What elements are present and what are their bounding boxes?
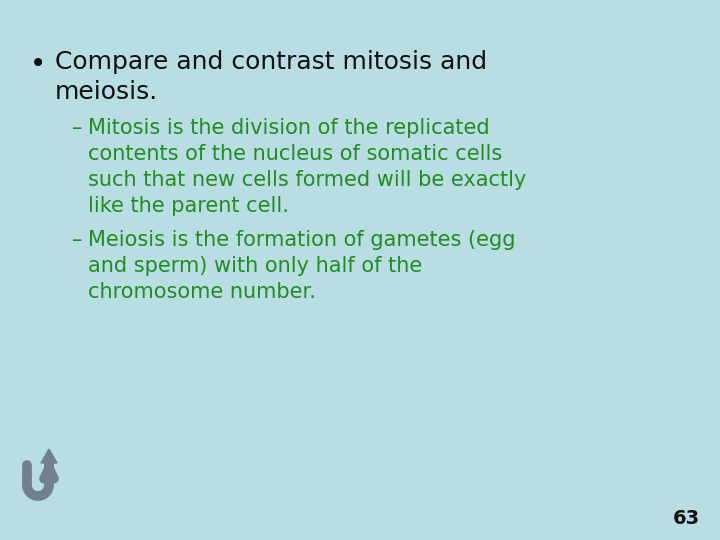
Text: –: – bbox=[72, 230, 82, 250]
Text: and sperm) with only half of the: and sperm) with only half of the bbox=[88, 256, 422, 276]
Text: chromosome number.: chromosome number. bbox=[88, 282, 316, 302]
Text: –: – bbox=[72, 118, 82, 138]
Text: Meiosis is the formation of gametes (egg: Meiosis is the formation of gametes (egg bbox=[88, 230, 516, 250]
Polygon shape bbox=[41, 449, 57, 463]
Text: like the parent cell.: like the parent cell. bbox=[88, 196, 289, 216]
Text: meiosis.: meiosis. bbox=[55, 80, 158, 104]
Text: contents of the nucleus of somatic cells: contents of the nucleus of somatic cells bbox=[88, 144, 503, 164]
Text: Compare and contrast mitosis and: Compare and contrast mitosis and bbox=[55, 50, 487, 74]
Text: •: • bbox=[30, 50, 46, 78]
Text: Mitosis is the division of the replicated: Mitosis is the division of the replicate… bbox=[88, 118, 490, 138]
Text: such that new cells formed will be exactly: such that new cells formed will be exact… bbox=[88, 170, 526, 190]
Text: 63: 63 bbox=[673, 509, 700, 528]
